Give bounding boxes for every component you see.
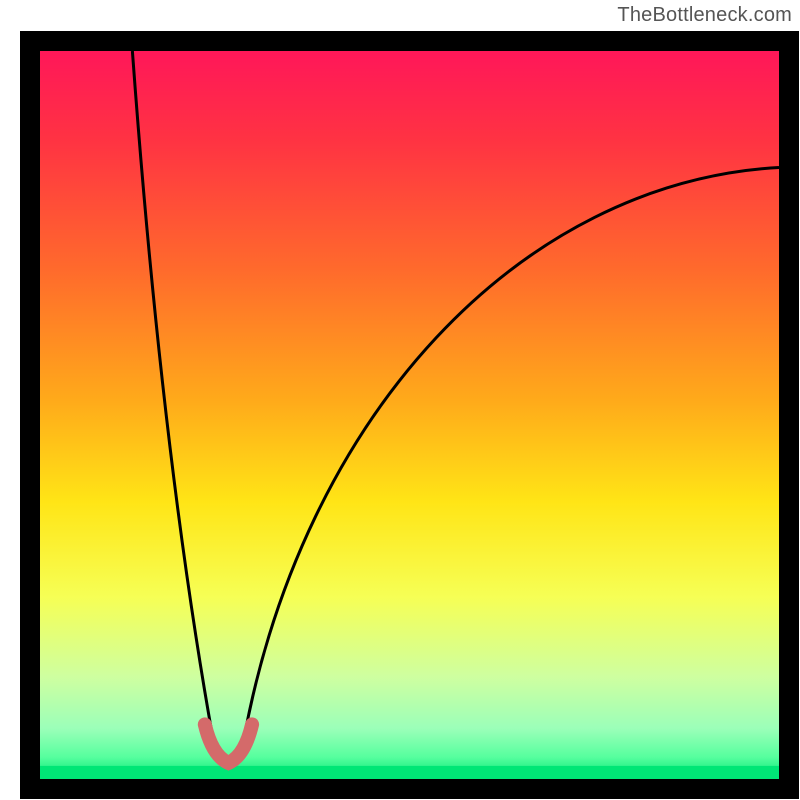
watermark-text: TheBottleneck.com — [617, 4, 792, 27]
chart-container: TheBottleneck.com — [0, 0, 800, 800]
bottom-green-band — [40, 766, 779, 779]
bottleneck-chart — [0, 0, 800, 800]
plot-background — [40, 51, 779, 779]
